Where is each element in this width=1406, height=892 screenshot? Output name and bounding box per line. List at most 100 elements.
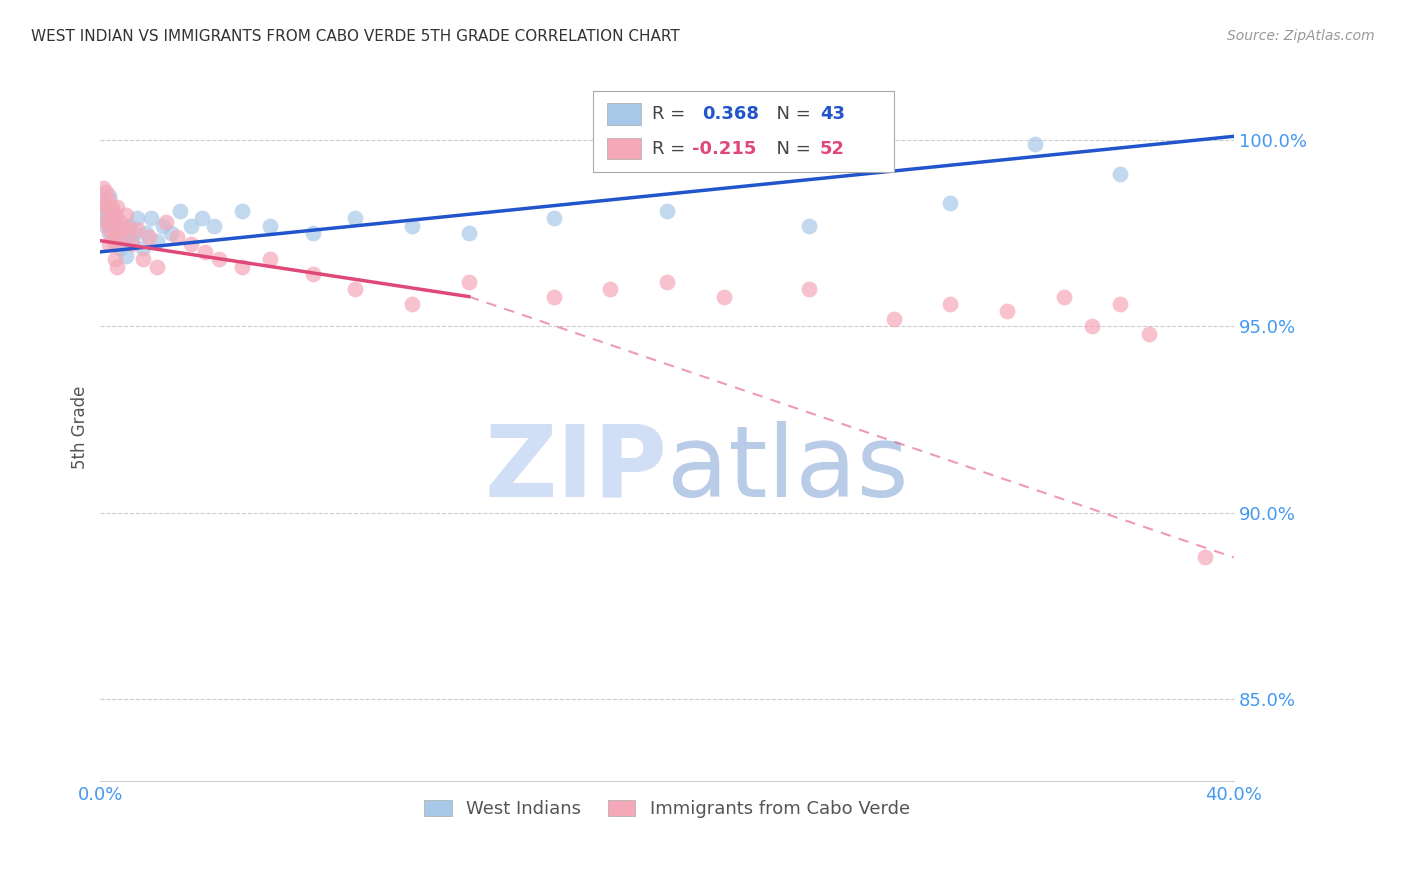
Point — [91, 196, 114, 211]
Bar — [607, 138, 641, 160]
Point — [995, 304, 1018, 318]
Point — [108, 241, 131, 255]
Point — [115, 208, 138, 222]
Point — [344, 282, 367, 296]
Point — [543, 211, 565, 226]
Point — [939, 297, 962, 311]
Text: -0.215: -0.215 — [692, 140, 756, 158]
Point — [457, 226, 479, 240]
Point — [108, 230, 131, 244]
Point — [1109, 297, 1132, 311]
Text: ZIP: ZIP — [484, 421, 666, 518]
Point — [100, 215, 122, 229]
Bar — [607, 103, 641, 125]
Point — [94, 219, 117, 233]
Point — [97, 222, 120, 236]
Point — [97, 237, 120, 252]
Point — [1024, 136, 1046, 151]
Point — [103, 234, 125, 248]
Point — [103, 222, 125, 236]
Point — [543, 289, 565, 303]
Point — [457, 275, 479, 289]
Point — [302, 267, 325, 281]
Point — [91, 211, 114, 226]
Text: R =: R = — [652, 105, 692, 123]
Text: Source: ZipAtlas.com: Source: ZipAtlas.com — [1227, 29, 1375, 43]
Point — [132, 241, 155, 255]
Point — [599, 282, 621, 296]
Point — [344, 211, 367, 226]
Text: 52: 52 — [820, 140, 845, 158]
Text: WEST INDIAN VS IMMIGRANTS FROM CABO VERDE 5TH GRADE CORRELATION CHART: WEST INDIAN VS IMMIGRANTS FROM CABO VERD… — [31, 29, 679, 44]
Point — [100, 219, 122, 233]
FancyBboxPatch shape — [593, 91, 894, 172]
Point — [180, 219, 202, 233]
Point — [105, 200, 128, 214]
Point — [208, 252, 231, 267]
Point — [111, 234, 134, 248]
Point — [97, 189, 120, 203]
Point — [401, 297, 423, 311]
Point — [118, 219, 141, 233]
Point — [655, 275, 678, 289]
Point — [132, 252, 155, 267]
Point — [121, 234, 143, 248]
Point — [108, 215, 131, 229]
Point — [91, 196, 114, 211]
Point — [105, 219, 128, 233]
Point — [100, 230, 122, 244]
Point — [146, 234, 169, 248]
Point — [194, 244, 217, 259]
Point — [259, 219, 281, 233]
Legend: West Indians, Immigrants from Cabo Verde: West Indians, Immigrants from Cabo Verde — [418, 792, 917, 825]
Point — [160, 226, 183, 240]
Point — [127, 211, 149, 226]
Text: atlas: atlas — [666, 421, 908, 518]
Point — [100, 203, 122, 218]
Point — [97, 193, 120, 207]
Text: N =: N = — [765, 105, 815, 123]
Point — [401, 219, 423, 233]
Y-axis label: 5th Grade: 5th Grade — [72, 385, 89, 468]
Point — [1053, 289, 1076, 303]
Point — [231, 203, 253, 218]
Point — [883, 312, 905, 326]
Point — [103, 211, 125, 226]
Point — [152, 219, 174, 233]
Text: 0.368: 0.368 — [702, 105, 759, 123]
Point — [713, 289, 735, 303]
Point — [1081, 319, 1104, 334]
Point — [135, 226, 157, 240]
Point — [180, 237, 202, 252]
Point — [191, 211, 214, 226]
Point — [103, 208, 125, 222]
Point — [259, 252, 281, 267]
Point — [103, 237, 125, 252]
Point — [141, 211, 163, 226]
Point — [202, 219, 225, 233]
Point — [100, 200, 122, 214]
Point — [97, 211, 120, 226]
Point — [166, 230, 188, 244]
Point — [108, 226, 131, 240]
Point — [1109, 167, 1132, 181]
Point — [103, 252, 125, 267]
Point — [939, 196, 962, 211]
Text: N =: N = — [765, 140, 815, 158]
Point — [111, 222, 134, 236]
Point — [655, 203, 678, 218]
Point — [94, 203, 117, 218]
Point — [231, 260, 253, 274]
Point — [124, 226, 146, 240]
Point — [103, 226, 125, 240]
Point — [302, 226, 325, 240]
Text: 43: 43 — [820, 105, 845, 123]
Point — [169, 203, 191, 218]
Point — [94, 185, 117, 199]
Point — [94, 200, 117, 214]
Point — [1194, 550, 1216, 565]
Point — [797, 219, 820, 233]
Point — [97, 226, 120, 240]
Point — [127, 222, 149, 236]
Point — [97, 208, 120, 222]
